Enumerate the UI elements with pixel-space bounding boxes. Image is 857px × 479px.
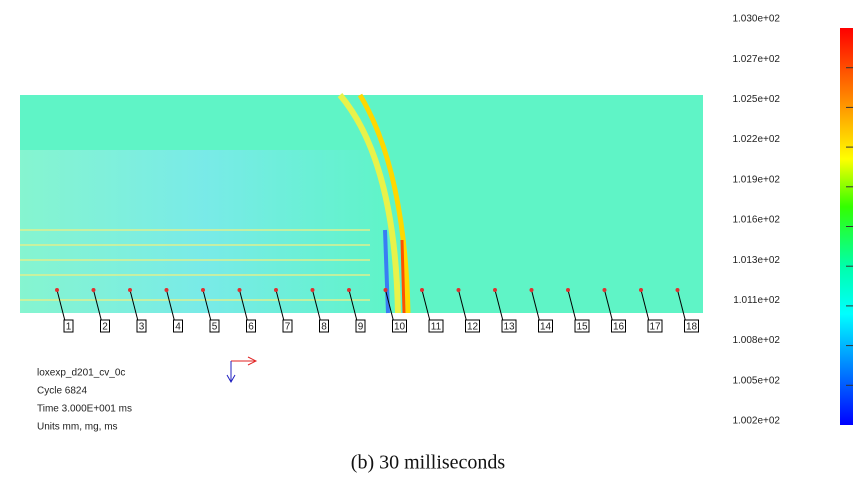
probe-point	[675, 288, 680, 292]
probe-label: 8	[321, 322, 327, 333]
colorbar-label: 1.013e+02	[732, 255, 780, 266]
probe-leader	[640, 289, 650, 322]
probe-box	[647, 319, 663, 333]
colorbar-labels: 1.030e+02 1.027e+02 1.025e+02 1.022e+02 1.01…	[732, 14, 853, 427]
probe-point	[383, 288, 388, 292]
probe-leader	[129, 289, 139, 322]
probe-point	[164, 288, 169, 292]
colorbar-label: 1.025e+02	[732, 94, 780, 105]
probe-leader	[275, 289, 285, 322]
probe-box	[684, 319, 699, 333]
probe-leader	[421, 289, 431, 322]
probe-label: 11	[431, 322, 442, 333]
colorbar-label: 1.016e+02	[732, 215, 780, 226]
probe-box	[392, 319, 407, 333]
probe-point	[91, 288, 96, 292]
probe-label: 18	[686, 322, 698, 333]
probe-box	[136, 319, 147, 333]
probe-leader	[604, 289, 613, 322]
colorbar-label: 1.027e+02	[732, 54, 780, 65]
probe-leader	[312, 289, 321, 322]
probe-point	[201, 288, 205, 292]
probe-box	[501, 319, 517, 333]
field	[20, 93, 703, 314]
probe-label: 15	[576, 322, 588, 333]
probe-box	[611, 319, 626, 333]
probe-label: 14	[540, 322, 552, 333]
probe-point	[128, 288, 132, 292]
colorbar-label: 1.008e+02	[732, 335, 780, 346]
probe-box	[574, 319, 590, 333]
probe-label: 16	[613, 322, 625, 333]
probe-point	[237, 288, 242, 292]
probe-label: 3	[139, 322, 145, 333]
probe-point	[420, 288, 424, 292]
probe-leader	[166, 289, 175, 322]
probe-point	[310, 288, 315, 292]
probe-label: 2	[102, 322, 108, 333]
probe-point	[274, 288, 278, 292]
probe-label: 17	[649, 322, 661, 333]
info-line: Units mm, mg, ms	[37, 422, 118, 433]
probe-leader	[56, 289, 66, 322]
probe-point	[566, 288, 570, 292]
probe-point	[55, 288, 59, 292]
probes: 1 2 3 4 5 6 7 8 9 10 11 12 13 14 15 16 17 18	[55, 288, 699, 333]
info-text: loxexp_d201_cv_0c Cycle 6824 Time 3.000E+0…	[37, 368, 132, 433]
caption: (b) 30 milliseconds	[351, 452, 506, 474]
probe-leader	[239, 289, 248, 322]
probe-label: 9	[358, 322, 364, 333]
probe-leader	[567, 289, 577, 322]
probe-box	[100, 319, 110, 333]
probe-box	[63, 319, 74, 333]
probe-leader	[348, 289, 358, 322]
probe-label: 5	[212, 322, 218, 333]
colorbar-label: 1.005e+02	[732, 375, 780, 386]
probe-leader	[494, 289, 504, 322]
probe-point	[639, 288, 643, 292]
probe-leader	[458, 289, 467, 322]
probe-label: 1	[66, 322, 72, 333]
probe-box	[282, 319, 293, 333]
probe-box	[428, 319, 444, 333]
probe-box	[465, 319, 480, 333]
colorbar-label: 1.022e+02	[732, 134, 780, 145]
probe-label: 10	[394, 322, 406, 333]
colorbar-label: 1.030e+02	[732, 14, 780, 25]
probe-box	[355, 319, 366, 333]
probe-label: 12	[467, 322, 479, 333]
colorbar-label: 1.002e+02	[732, 416, 780, 427]
probe-label: 4	[175, 322, 181, 333]
probe-box	[173, 319, 183, 333]
axis-triad	[226, 356, 258, 384]
probe-point	[529, 288, 534, 292]
probe-leader	[93, 289, 102, 322]
colorbar-label: 1.019e+02	[732, 174, 780, 185]
probe-point	[493, 288, 497, 292]
probe-box	[209, 319, 220, 333]
info-line: Cycle 6824	[37, 386, 87, 397]
probe-box	[319, 319, 329, 333]
probe-point	[456, 288, 461, 292]
probe-box	[246, 319, 256, 333]
probe-label: 7	[285, 322, 291, 333]
probe-point	[602, 288, 607, 292]
probe-leader	[677, 289, 686, 322]
colorbar-label: 1.011e+02	[733, 295, 780, 306]
probe-leader	[202, 289, 212, 322]
probe-label: 6	[248, 322, 254, 333]
info-line: Time 3.000E+001 ms	[37, 404, 132, 415]
probe-point	[347, 288, 351, 292]
info-line: loxexp_d201_cv_0c	[37, 368, 125, 379]
probe-leader	[531, 289, 540, 322]
probe-leader	[385, 289, 394, 322]
probe-label: 13	[503, 322, 515, 333]
probe-box	[538, 319, 553, 333]
